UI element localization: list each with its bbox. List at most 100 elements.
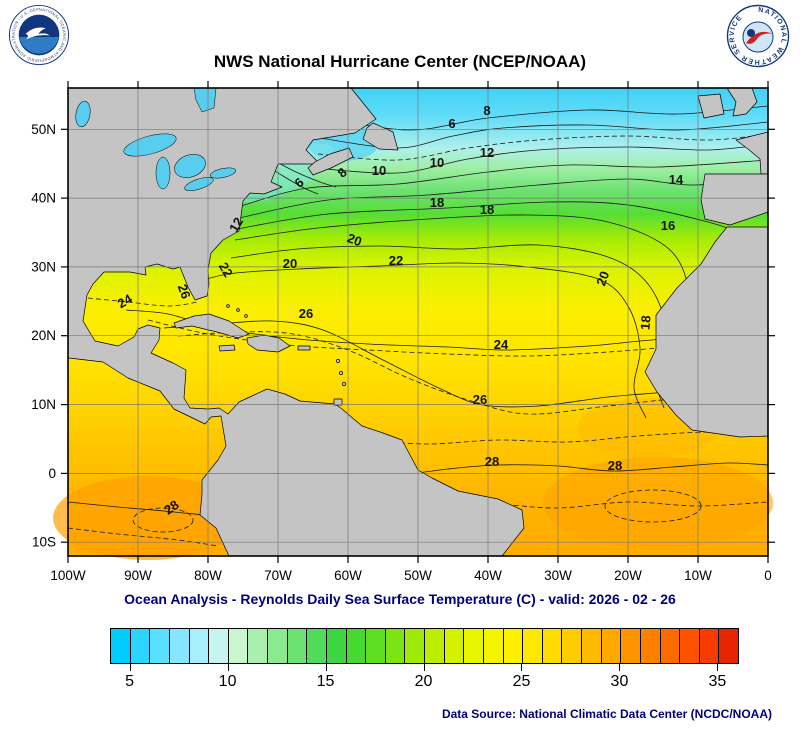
colorbar-cell xyxy=(719,629,738,663)
colorbar-tick xyxy=(717,664,719,671)
lon-label: 60W xyxy=(334,568,362,583)
lake-winnipeg xyxy=(75,100,91,128)
land-americas xyxy=(67,87,525,557)
contour-line xyxy=(67,527,219,547)
contour-label: 18 xyxy=(430,195,444,210)
colorbar-tick xyxy=(129,664,131,671)
lat-label: 20N xyxy=(31,328,56,343)
colorbar-cell xyxy=(483,629,504,663)
colorbar-cell xyxy=(150,629,170,663)
lon-label: 20W xyxy=(614,568,642,583)
lat-label: 50N xyxy=(31,122,56,137)
lake-ontario xyxy=(209,167,237,179)
colorbar-cell xyxy=(425,629,445,663)
contour-label: 26 xyxy=(299,306,313,321)
colorbar-cell xyxy=(660,629,681,663)
contour-label: 20 xyxy=(283,256,297,271)
lon-label: 30W xyxy=(544,568,572,583)
contour-label: 18 xyxy=(637,315,653,331)
land-ireland xyxy=(697,93,725,119)
colorbar-cell xyxy=(366,629,386,663)
colorbar-cell xyxy=(405,629,425,663)
colorbar-cell xyxy=(640,629,661,663)
lon-label: 90W xyxy=(124,568,152,583)
colorbar-cell xyxy=(542,629,563,663)
colorbar xyxy=(110,628,739,664)
lake-huron xyxy=(174,154,206,178)
landmasses xyxy=(67,87,769,557)
contour-label: 12 xyxy=(480,145,494,160)
lon-label: 50W xyxy=(404,568,432,583)
land-bahamas xyxy=(226,304,230,308)
colorbar-tick-label: 5 xyxy=(125,673,135,690)
land-trinidad xyxy=(333,398,343,406)
contour-line xyxy=(87,297,199,307)
land-antilles xyxy=(336,359,340,363)
axis-ticks xyxy=(61,81,775,563)
land-antilles xyxy=(339,371,343,375)
contour-label: 28 xyxy=(608,458,622,473)
colorbar-cell xyxy=(562,629,582,663)
colorbar-cell xyxy=(503,629,524,663)
colorbar-scale: 5 10 15 20 25 30 35 xyxy=(110,664,739,698)
map-caption: Ocean Analysis - Reynolds Daily Sea Surf… xyxy=(124,591,676,607)
contour-label: 6 xyxy=(448,116,455,131)
colorbar-cell xyxy=(287,629,308,663)
colorbar-cell xyxy=(268,629,288,663)
colorbar-tick-label: 15 xyxy=(316,673,335,690)
colorbar-cell xyxy=(464,629,484,663)
land-bahamas xyxy=(236,308,240,312)
lat-label: 30N xyxy=(31,259,56,274)
colorbar-cell xyxy=(680,629,700,663)
lon-label: 100W xyxy=(50,568,86,583)
colorbar-tick-label: 30 xyxy=(610,673,629,690)
colorbar-cell xyxy=(582,629,602,663)
sst-anomaly-blobs xyxy=(53,125,773,560)
noaa-logo: NATIONAL OCEANIC AND ATMOSPHERIC ADMINIS… xyxy=(8,4,70,66)
colorbar-cell xyxy=(699,629,720,663)
colorbar-cell xyxy=(601,629,622,663)
contour-label: 10 xyxy=(372,163,386,178)
land-antilles xyxy=(342,382,346,386)
colorbar-tick-label: 35 xyxy=(708,673,727,690)
colorbar-cell xyxy=(111,629,131,663)
colorbar-tick-label: 25 xyxy=(512,673,531,690)
page-title: NWS National Hurricane Center (NCEP/NOAA… xyxy=(213,52,587,71)
data-source: Data Source: National Climatic Data Cent… xyxy=(441,707,772,721)
colorbar-tick xyxy=(619,664,621,671)
contour-line xyxy=(272,159,337,188)
axis-labels: 50N 40N 30N 20N 10N 0 10S 100W 90W 80W 70W 60W 50W 40… xyxy=(31,122,772,583)
contour-line xyxy=(313,143,769,174)
nws-logo: NATIONAL WEATHER SERVICE xyxy=(726,4,790,68)
contour-label: 24 xyxy=(494,337,509,352)
land-bahamas xyxy=(244,314,248,318)
contour-label: 8 xyxy=(483,103,490,118)
nws-globe-dot xyxy=(747,29,755,37)
colorbar-cell xyxy=(346,629,367,663)
land-nova-scotia xyxy=(307,147,354,176)
colorbar-cell xyxy=(209,629,229,663)
contour-label: 20 xyxy=(593,269,612,288)
contour-label: 26 xyxy=(473,392,487,407)
contour-label: 16 xyxy=(661,218,675,233)
lon-label: 70W xyxy=(264,568,292,583)
nws-red-swoosh xyxy=(746,31,773,44)
colorbar-cell xyxy=(385,629,406,663)
contour-label: 20 xyxy=(345,230,364,249)
contour-label: 28 xyxy=(485,454,499,469)
colorbar-cell xyxy=(189,629,210,663)
colorbar-tick xyxy=(521,664,523,671)
contour-label: 28 xyxy=(161,497,181,518)
lake-superior xyxy=(123,133,177,157)
lat-label: 0 xyxy=(48,466,56,481)
colorbar-cell xyxy=(248,629,268,663)
contour-line xyxy=(317,105,769,131)
colorbar-cell xyxy=(326,629,347,663)
colorbar-cell xyxy=(228,629,249,663)
colorbar-tick xyxy=(325,664,327,671)
colorbar-cell xyxy=(444,629,465,663)
contour-line xyxy=(317,133,769,161)
contour-label: 10 xyxy=(430,155,444,170)
noaa-seagull-icon xyxy=(25,27,50,40)
